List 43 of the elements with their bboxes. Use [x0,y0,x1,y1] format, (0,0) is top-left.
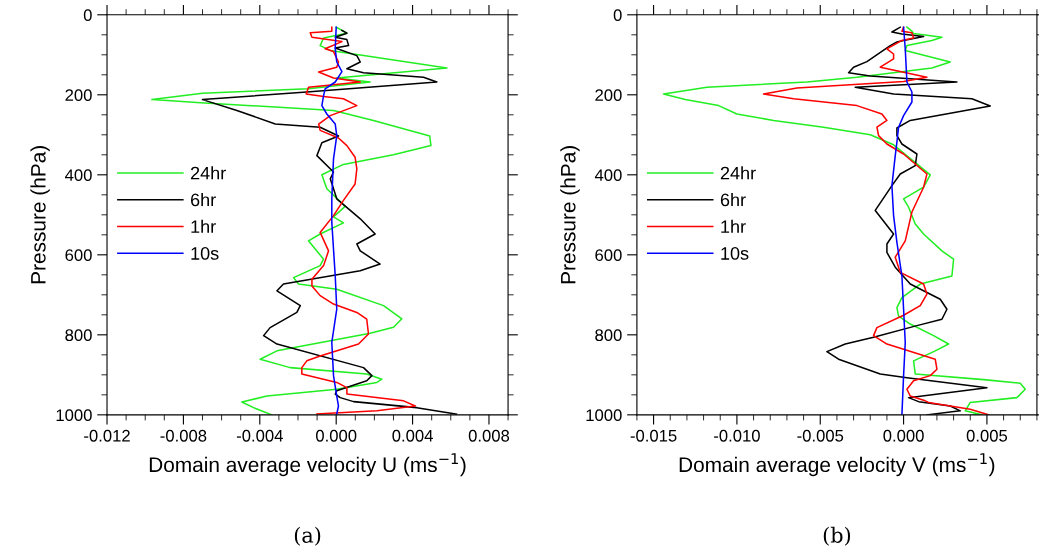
y-tick-label: 400 [65,169,92,182]
legend-label: 6hr [720,193,746,207]
x-tick-label: 0.005 [966,429,1008,442]
y-tick-label: 600 [65,249,92,262]
y-tick-label: 200 [595,89,622,102]
legend-label: 6hr [190,193,216,207]
y-tick-label: 800 [595,329,622,342]
line-series [891,26,913,415]
y-tick-label: 0 [83,9,92,21]
x-tick-label: 0.004 [392,429,433,442]
x-axis-title: Domain average velocity V (ms$^{−1}$) [679,453,995,477]
x-axis-title: Domain average velocity U (ms$^{−1}$) [149,453,466,477]
x-tick-label: 0.008 [468,429,510,442]
y-axis-title: Pressure (hPa) [560,146,580,284]
line-series [151,26,448,415]
y-tick-label: 200 [65,89,92,102]
y-tick-label: 800 [65,329,92,342]
text: (b) [823,526,851,546]
x-tick-label: 0.000 [315,429,357,442]
line-series [662,26,1027,415]
x-tick-label: -0.012 [84,429,130,442]
y-tick-label: 1000 [56,409,92,422]
legend-label: 1hr [191,219,216,233]
legend-label: 24hr [720,166,756,180]
line-series [762,26,990,415]
x-tick-label: -0.004 [236,429,283,442]
legend-label: 24hr [190,166,226,180]
x-tick-label: 0.000 [883,429,924,442]
y-tick-label: 400 [594,169,622,182]
text: (a) [294,526,321,546]
x-tick-label: -0.010 [714,429,760,442]
x-tick-label: -0.005 [797,429,844,442]
y-tick-label: 600 [595,249,622,262]
y-tick-label: 0 [613,9,622,21]
legend-label: 1hr [721,219,746,233]
x-tick-label: -0.015 [630,429,677,442]
y-axis-title: Pressure (hPa) [30,146,50,284]
y-tick-label: 1000 [586,409,622,422]
line-series [321,26,343,415]
x-tick-label: -0.008 [160,429,207,442]
legend-label: 10s [191,247,219,260]
line-series [301,26,417,415]
legend-label: 10s [721,247,749,260]
